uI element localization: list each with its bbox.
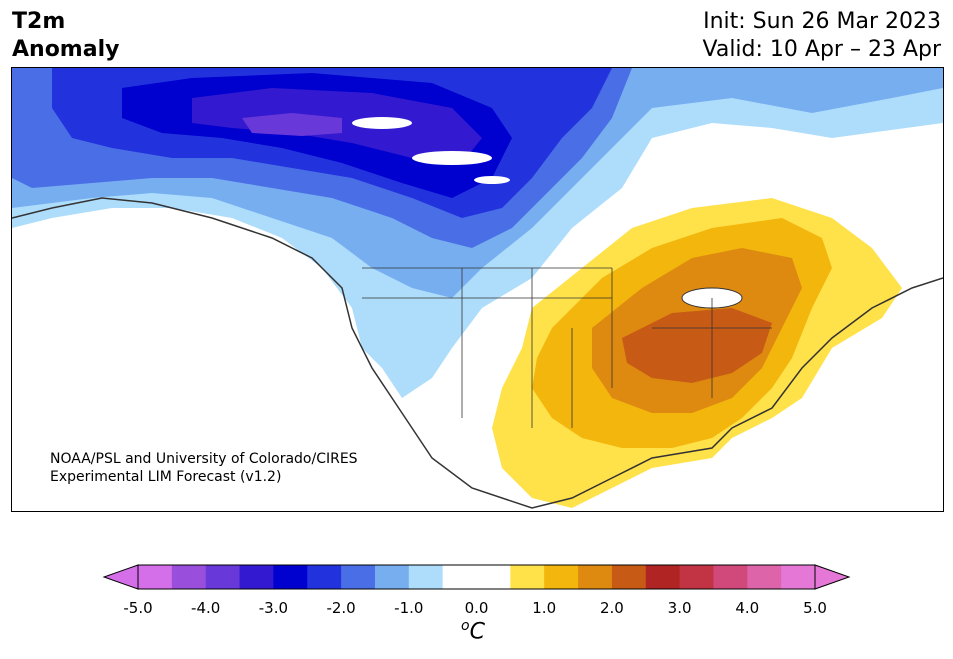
colorbar-swatch [138, 565, 173, 589]
colorbar-tick-label: -3.0 [258, 599, 289, 617]
colorbar-swatch [510, 565, 545, 589]
anomaly-contour-violet [242, 113, 342, 136]
map-title: T2m Anomaly [12, 8, 119, 64]
colorbar [102, 564, 851, 590]
credit-line-1: NOAA/PSL and University of Colorado/CIRE… [50, 451, 358, 467]
colorbar-swatch [442, 565, 477, 589]
colorbar-swatch [307, 565, 342, 589]
colorbar-swatch [645, 565, 681, 589]
colorbar-swatch [713, 565, 748, 589]
colorbar-swatch [273, 565, 308, 589]
colorbar-swatch [374, 565, 410, 589]
colorbar-swatch [408, 565, 444, 589]
colorbar-swatch [239, 565, 274, 589]
coastline [12, 197, 943, 509]
colorbar-tick-label: -5.0 [123, 599, 153, 617]
colorbar-swatch [205, 565, 241, 589]
colorbar-tick-label: 2.0 [599, 599, 624, 617]
colorbar-tick-label: -4.0 [191, 599, 221, 617]
colorbar-tick-label: 0.0 [464, 599, 489, 617]
anomaly-contour-burnt-orange [622, 308, 772, 383]
colorbar-max-extension [814, 564, 851, 590]
colorbar-swatch [611, 565, 647, 589]
colorbar-swatch [781, 565, 816, 589]
unit-degree: o [461, 618, 470, 634]
colorbar-tick-label: 3.0 [667, 599, 692, 617]
credit-line-2: Experimental LIM Forecast (v1.2) [50, 469, 282, 485]
colorbar-swatch [341, 565, 376, 589]
anomaly-label: Anomaly [12, 37, 120, 62]
colorbar-tick-label: 1.0 [532, 599, 557, 617]
variable-label: T2m [12, 9, 66, 34]
init-date: Init: Sun 26 Mar 2023 [703, 9, 941, 34]
colorbar-tick-label: -1.0 [394, 599, 424, 617]
lake-icon-1 [352, 117, 412, 129]
colorbar-tick-label: 4.0 [735, 599, 760, 617]
border-lines [362, 267, 772, 428]
colorbar-swatch [544, 565, 579, 589]
colorbar-swatch [679, 565, 714, 589]
colorbar-border [137, 564, 816, 590]
credit-text: NOAA/PSL and University of Colorado/CIRE… [50, 450, 358, 486]
colorbar-swatch [578, 565, 613, 589]
unit-label: oC [461, 618, 485, 644]
map-svg [12, 68, 943, 509]
colorbar-tick-label: 5.0 [803, 599, 827, 617]
colorbar-swatch [747, 565, 782, 589]
date-info: Init: Sun 26 Mar 2023 Valid: 10 Apr – 23… [703, 8, 942, 64]
colorbar-swatch [476, 565, 511, 589]
valid-date: Valid: 10 Apr – 23 Apr [702, 37, 942, 62]
anomaly-map: NOAA/PSL and University of Colorado/CIRE… [11, 67, 944, 512]
lake-icon-2 [412, 151, 492, 165]
colorbar-swatch [171, 565, 207, 589]
colorbar-min-extension [102, 564, 139, 590]
lake-icon-3 [474, 176, 510, 184]
unit-celsius: C [469, 619, 485, 645]
colorbar-tick-label: -2.0 [326, 599, 356, 617]
